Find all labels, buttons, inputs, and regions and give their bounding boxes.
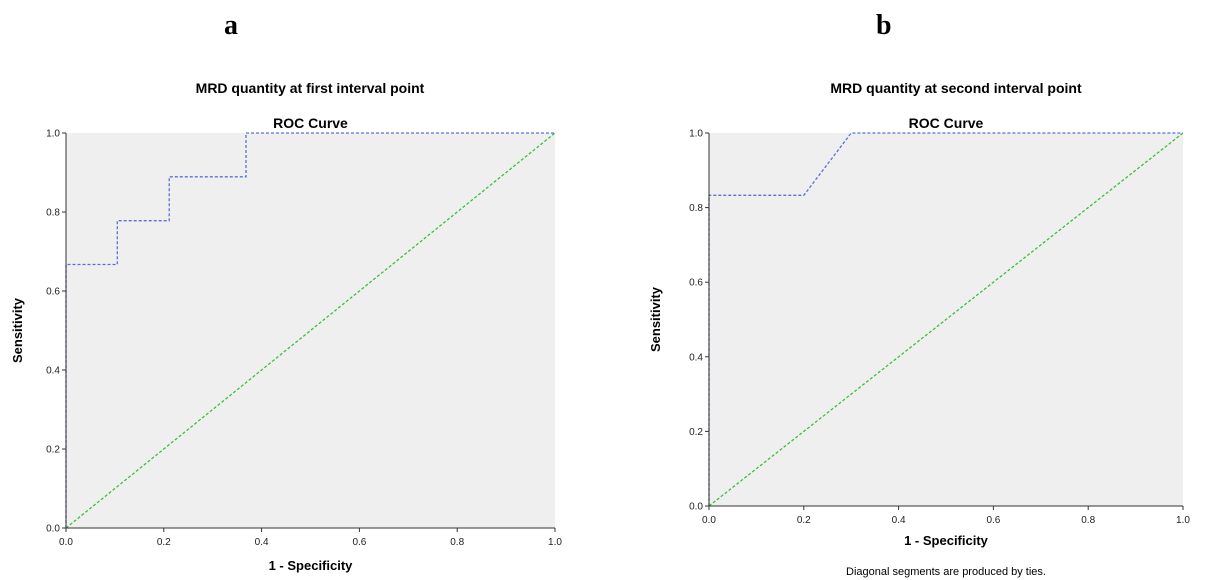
x-tick-label: 0.2 [797,515,811,526]
x-tick-label: 0.0 [702,515,716,526]
x-axis-label: 1 - Specificity [269,558,354,573]
panel-a-heading: MRD quantity at first interval point [195,80,425,96]
x-tick-label: 1.0 [548,537,562,548]
y-tick-label: 0.0 [46,524,60,535]
x-tick-label: 1.0 [1176,515,1190,526]
y-tick-label: 0.8 [689,203,703,214]
reference-diagonal-line [708,132,1184,507]
y-tick-label: 0.2 [46,445,60,456]
y-tick-label: 0.8 [46,208,60,219]
plot-area [66,133,555,528]
chart-title: ROC Curve [909,115,984,131]
x-tick-label: 0.8 [1081,515,1095,526]
y-tick-label: 0.4 [46,366,60,377]
chart-title: ROC Curve [273,115,348,131]
y-tick-label: 0.2 [689,427,703,438]
x-tick-label: 0.2 [157,537,171,548]
panel-b-heading: MRD quantity at second interval point [830,80,1082,96]
x-tick-label: 0.6 [986,515,1000,526]
x-tick-label: 0.6 [352,537,366,548]
chart-b: ROC Curve 0.0 0.2 0.4 0.6 0.8 1.0 0.0 0.2 0.4 0.6 0… [648,115,1190,578]
y-tick-label: 0.6 [46,287,60,298]
panel-b-letter: b [876,10,892,41]
panel-a-letter: a [224,10,238,41]
y-tick-label: 0.6 [689,278,703,289]
footnote: Diagonal segments are produced by ties. [846,566,1046,578]
chart-a: ROC Curve 0.0 0.2 0.4 0.6 0.8 1.0 0.0 0.2 0.4 0.6 0… [10,115,562,573]
roc-curve-line [65,132,555,528]
x-tick-label: 0.4 [255,537,269,548]
x-axis-label: 1 - Specificity [904,533,989,548]
y-axis-label: Sensitivity [648,286,663,352]
y-tick-label: 1.0 [689,129,703,140]
y-tick-label: 0.0 [689,502,703,513]
y-tick-label: 1.0 [46,129,60,140]
x-tick-label: 0.4 [892,515,906,526]
y-tick-label: 0.4 [689,352,703,363]
y-axis-label: Sensitivity [10,297,25,363]
x-tick-label: 0.0 [59,537,73,548]
x-tick-label: 0.8 [450,537,464,548]
